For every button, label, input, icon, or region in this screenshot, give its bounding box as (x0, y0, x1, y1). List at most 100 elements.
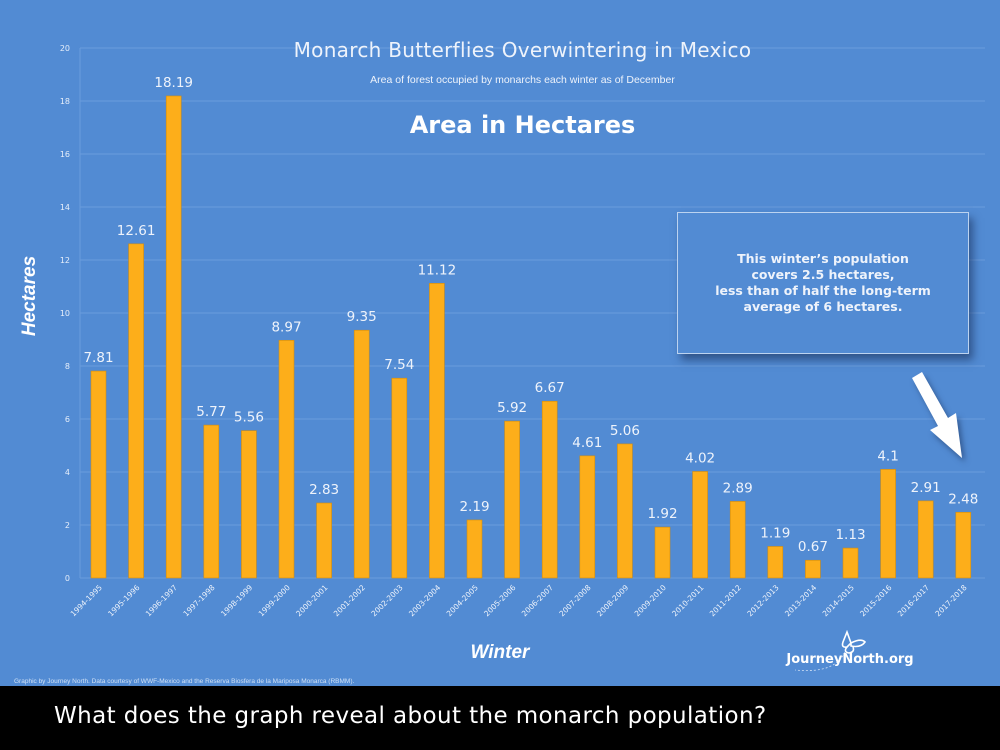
x-tick-label: 1995-1996 (106, 583, 141, 618)
bar-value-label: 1.92 (647, 506, 677, 522)
bar (955, 511, 972, 579)
bar (541, 400, 558, 579)
bar-value-label: 2.48 (948, 491, 978, 507)
y-tick-label: 18 (60, 97, 70, 106)
bar (805, 559, 821, 579)
x-tick-label: 2004-2005 (445, 583, 480, 618)
y-tick-label: 2 (65, 521, 70, 530)
bar-value-label: 5.56 (234, 410, 264, 426)
bar (165, 95, 182, 579)
bar (917, 500, 934, 579)
x-tick-label: 2011-2012 (708, 583, 743, 618)
bar-value-label: 4.61 (572, 435, 602, 451)
bar (579, 455, 596, 579)
y-tick-label: 6 (65, 415, 70, 424)
bar-chart: 0 2 4 6 8 10 12 14 16 18 20 7.81 1994-1995 12.61 1995-… (60, 44, 985, 618)
bar-value-label: 0.67 (798, 539, 828, 555)
x-tick-label: 2007-2008 (557, 583, 592, 618)
callout-line: average of 6 hectares. (743, 299, 903, 314)
bar (391, 377, 408, 579)
bar-value-label: 8.97 (271, 319, 301, 335)
x-tick-label: 2013-2014 (783, 583, 818, 618)
x-tick-label: 2002-2003 (369, 583, 404, 618)
bar-value-label: 5.06 (610, 423, 640, 439)
journey-north-logo: JourneyNorth.org (775, 630, 925, 678)
bar-value-label: 4.02 (685, 450, 715, 466)
bar (504, 420, 520, 579)
bar (842, 547, 859, 579)
x-tick-label: 2001-2002 (332, 583, 367, 618)
y-tick-label: 4 (65, 468, 70, 477)
bar (692, 471, 708, 579)
chart-heading: Area in Hectares (409, 111, 636, 139)
x-tick-label: 2012-2013 (745, 583, 780, 618)
bar-value-label: 2.83 (309, 482, 339, 498)
x-tick-label: 2014-2015 (821, 583, 856, 618)
x-tick-label: 2000-2001 (294, 583, 329, 618)
y-tick-label: 14 (60, 203, 70, 212)
bar-value-label: 2.91 (911, 480, 941, 496)
x-tick-label: 2015-2016 (858, 583, 893, 618)
y-tick-label: 10 (60, 309, 70, 318)
bar-value-label: 7.81 (83, 350, 113, 366)
bar (128, 243, 144, 579)
bar-value-label: 9.35 (347, 309, 377, 325)
bar-value-label: 12.61 (117, 223, 156, 239)
x-tick-label: 1999-2000 (257, 583, 292, 618)
callout-line: This winter’s population (737, 251, 909, 266)
bar (241, 430, 257, 579)
x-tick-label: 1998-1999 (219, 583, 254, 618)
x-tick-label: 2006-2007 (520, 583, 555, 618)
data-credit: Graphic by Journey North. Data courtesy … (14, 678, 355, 685)
bar-value-label: 2.89 (723, 480, 753, 496)
y-tick-label: 0 (65, 574, 70, 583)
bar-value-label: 2.19 (459, 499, 489, 515)
bar-value-label: 7.54 (384, 357, 414, 373)
butterfly-icon (794, 630, 867, 671)
bar-value-label: 6.67 (535, 380, 565, 396)
slide-caption: What does the graph reveal about the mon… (0, 686, 1000, 750)
bar-value-label: 18.19 (154, 75, 193, 91)
bar (880, 469, 896, 579)
logo-text: JourneyNorth.org (786, 652, 914, 667)
x-tick-label: 2016-2017 (896, 583, 931, 618)
bar (729, 501, 746, 579)
bar (278, 339, 295, 579)
x-tick-label: 2008-2009 (595, 583, 630, 618)
bar (466, 519, 483, 579)
bar (429, 283, 445, 579)
x-tick-label: 2003-2004 (407, 583, 442, 618)
x-tick-label: 2010-2011 (670, 583, 705, 618)
bar-value-label: 4.1 (877, 448, 898, 464)
x-axis-label: Winter (470, 642, 530, 663)
x-tick-label: 2005-2006 (482, 583, 517, 618)
x-tick-label: 1997-1998 (181, 583, 216, 618)
y-tick-label: 12 (60, 256, 70, 265)
down-right-arrow-icon (912, 372, 962, 458)
y-axis-label: Hectares (19, 255, 40, 337)
bar-value-label: 5.92 (497, 400, 527, 416)
y-tick-label: 20 (60, 44, 70, 53)
bar-value-label: 1.19 (760, 525, 790, 541)
y-tick-label: 8 (65, 362, 70, 371)
chart-subtitle: Area of forest occupied by monarchs each… (370, 74, 675, 86)
y-tick-label: 16 (60, 150, 70, 159)
bar (353, 329, 370, 579)
bar (203, 424, 220, 579)
bar-value-label: 1.13 (835, 527, 865, 543)
callout-line: covers 2.5 hectares, (751, 267, 895, 282)
bar (654, 526, 671, 579)
chart-slide: 0 2 4 6 8 10 12 14 16 18 20 7.81 1994-1995 12.61 1995-… (0, 0, 1000, 686)
bar (767, 546, 784, 579)
x-tick-label: 2009-2010 (633, 583, 668, 618)
x-tick-label: 1996-1997 (144, 583, 179, 618)
callout-line: less than of half the long-term (715, 283, 931, 298)
bar (617, 443, 633, 579)
bar (316, 502, 332, 579)
bar-value-label: 5.77 (196, 404, 226, 420)
bar (90, 370, 107, 579)
bar-value-label: 11.12 (418, 262, 457, 278)
chart-title: Monarch Butterflies Overwintering in Mex… (293, 38, 752, 62)
x-tick-label: 2017-2018 (933, 583, 968, 618)
x-tick-label: 1994-1995 (69, 583, 104, 618)
